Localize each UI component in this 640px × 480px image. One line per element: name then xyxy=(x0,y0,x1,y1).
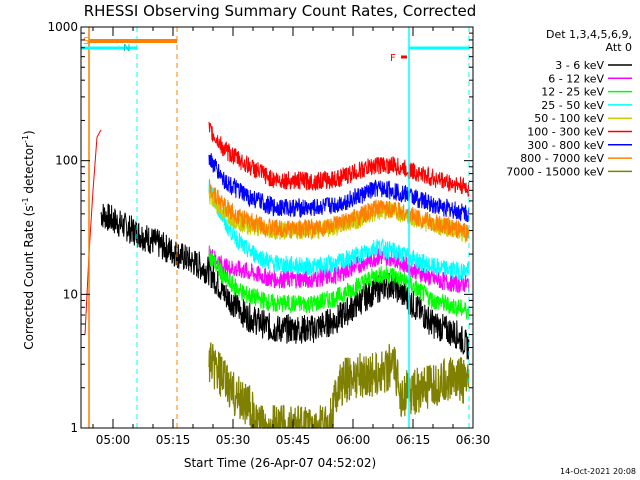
legend-header-detectors: Det 1,3,4,5,6,9, xyxy=(546,28,632,41)
y-axis-label: Corrected Count Rate (s-1 detector-1) xyxy=(21,130,36,349)
legend-label-3: 12 - 25 keV xyxy=(541,86,604,99)
y-tick-label-1: 10 xyxy=(63,287,78,301)
legend-label-6: 100 - 300 keV xyxy=(527,126,604,139)
x-tick-label-3: 05:45 xyxy=(276,433,311,447)
legend-label-1: 3 - 6 keV xyxy=(555,59,604,72)
y-axis-label-prefix: Corrected Count Rate (s xyxy=(22,205,36,349)
observation-markers: S N F xyxy=(81,27,470,428)
chart-axes: 1 10 100 1000 05:00 05:15 05:30 05:45 06:00 06:15… xyxy=(47,20,490,447)
legend-label-2: 6 - 12 keV xyxy=(548,72,604,85)
legend-label-9: 7000 - 15000 keV xyxy=(506,165,604,178)
y-axis-label-suffix: ) xyxy=(22,130,36,135)
saa-marker-label: S xyxy=(83,36,89,47)
x-axis-label: Start Time (26-Apr-07 04:52:02) xyxy=(184,456,376,470)
y-axis-label-middle: detector xyxy=(22,143,36,198)
series-line-9 xyxy=(208,342,470,429)
night-marker-label: N xyxy=(123,43,130,54)
legend-label-8: 800 - 7000 keV xyxy=(520,152,604,165)
series-line-8 xyxy=(208,179,470,241)
early-spike-line xyxy=(84,129,102,335)
x-tick-label-5: 06:15 xyxy=(396,433,431,447)
series-line-6 xyxy=(208,121,470,197)
y-axis-label-exponent-2: -1 xyxy=(21,135,30,143)
generation-date: 14-Oct-2021 20:08 xyxy=(560,467,636,476)
series-curves xyxy=(84,121,470,429)
chart-title: RHESSI Observing Summary Count Rates, Co… xyxy=(84,2,477,20)
legend-header-attenuator: Att 0 xyxy=(606,41,632,54)
legend-label-7: 300 - 800 keV xyxy=(527,139,604,152)
series-line-1 xyxy=(100,203,470,360)
x-tick-label-6: 06:30 xyxy=(456,433,491,447)
series-line-4 xyxy=(208,180,470,281)
legend-label-5: 50 - 100 keV xyxy=(534,112,604,125)
series-line-3 xyxy=(208,245,470,321)
series-line-7 xyxy=(208,153,470,223)
x-tick-label-4: 06:00 xyxy=(336,433,371,447)
series-line-2 xyxy=(208,245,470,293)
flare-marker-label: F xyxy=(390,53,396,64)
plot-frame xyxy=(80,26,474,429)
y-tick-label-3: 1000 xyxy=(47,20,78,34)
x-tick-label-2: 05:30 xyxy=(216,433,251,447)
x-tick-label-0: 05:00 xyxy=(96,433,131,447)
y-axis-label-exponent-1: -1 xyxy=(21,197,30,205)
legend-label-4: 25 - 50 keV xyxy=(541,99,604,112)
y-tick-label-0: 1 xyxy=(70,421,78,435)
x-tick-label-1: 05:15 xyxy=(156,433,191,447)
y-tick-label-2: 100 xyxy=(55,154,78,168)
